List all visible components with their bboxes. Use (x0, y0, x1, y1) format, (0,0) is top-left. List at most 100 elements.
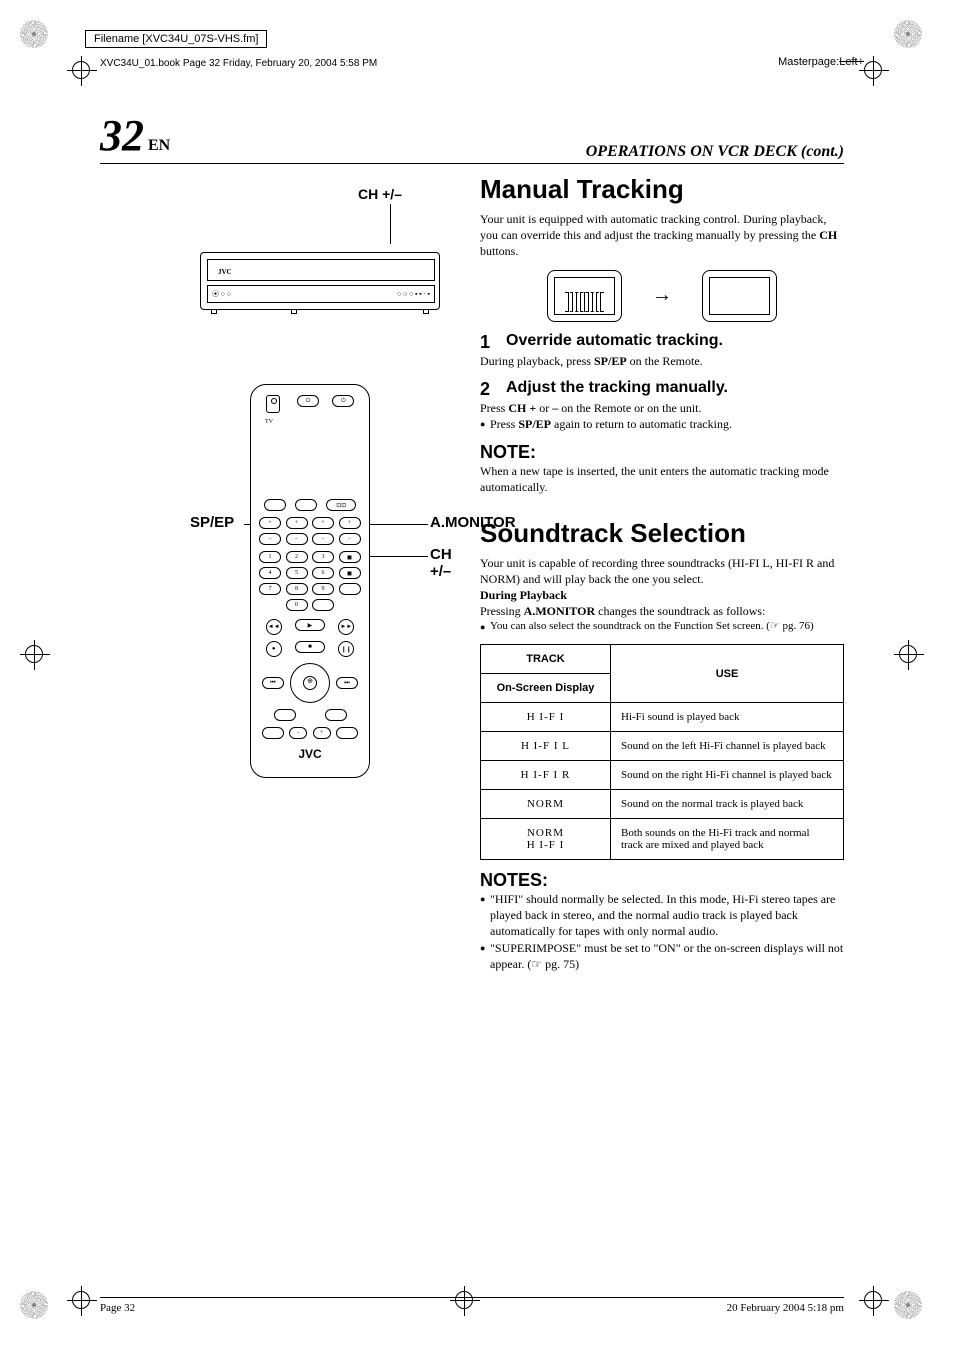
a-monitor-callout: A.MONITOR (430, 514, 516, 531)
manual-tracking-heading: Manual Tracking (480, 174, 844, 205)
play-icon: ▶ (295, 619, 325, 631)
callout-line-icon (368, 556, 428, 557)
minus-button: − (289, 727, 307, 739)
ch-callout: CH +/– (430, 546, 452, 580)
remote-button: − (312, 533, 334, 545)
note-item: "SUPERIMPOSE" must be set to "ON" or the… (480, 940, 844, 972)
remote-num-8: 8 (286, 583, 308, 595)
page-header: 32EN OPERATIONS ON VCR DECK (cont.) (100, 110, 844, 164)
use-cell: Hi-Fi sound is played back (611, 703, 844, 732)
remote-button (262, 727, 284, 739)
vcr-unit-icon: JVC ⦿ ○ ○○ ○ ○ ▪ ▪ · ▪ (200, 252, 440, 310)
remote-control-icon: ⏻ ⏻ TV ⊡⊡ + + + (250, 384, 370, 778)
plus-button: + (313, 727, 331, 739)
vcr-ch-label: CH +/– (358, 186, 402, 202)
remote-button: ⏻ (332, 395, 354, 407)
stop-icon: ■ (295, 641, 325, 653)
note-body: When a new tape is inserted, the unit en… (480, 463, 844, 495)
table-row: NORMSound on the normal track is played … (481, 790, 844, 819)
note-item: "HIFI" should normally be selected. In t… (480, 891, 844, 940)
remote-logo: JVC (259, 747, 361, 761)
use-cell: Sound on the normal track is played back (611, 790, 844, 819)
remote-button (339, 583, 361, 595)
soundtrack-heading: Soundtrack Selection (480, 518, 844, 549)
tv-clear-icon (702, 270, 777, 322)
forward-icon: ►► (338, 619, 354, 635)
step-2: 2 Adjust the tracking manually. (480, 379, 844, 400)
remote-num-5: 5 (286, 567, 308, 579)
crop-register-icon (859, 1286, 899, 1326)
table-row: H I-F IHi-Fi sound is played back (481, 703, 844, 732)
dpad-icon: ⊕ (290, 663, 330, 703)
remote-num-2: 2 (286, 551, 308, 563)
track-cell: H I-F I (481, 703, 611, 732)
during-playback-body: Pressing A.MONITOR changes the soundtrac… (480, 603, 844, 619)
next-icon: ⏭ (336, 677, 358, 689)
footer-page: Page 32 (100, 1302, 135, 1314)
tv-noisy-icon (547, 270, 622, 322)
remote-button: ◼ (339, 567, 361, 579)
remote-num-0: 0 (286, 599, 308, 611)
page-footer: Page 32 20 February 2004 5:18 pm (100, 1297, 844, 1314)
table-row: NORMH I-F IBoth sounds on the Hi-Fi trac… (481, 819, 844, 860)
page-number: 32EN (100, 110, 170, 161)
remote-button (274, 709, 296, 721)
filename-label: Filename [XVC34U_07S-VHS.fm] (85, 30, 267, 48)
table-row: H I-F I RSound on the right Hi-Fi channe… (481, 761, 844, 790)
section-title: OPERATIONS ON VCR DECK (cont.) (586, 143, 844, 161)
masterpage-label: Masterpage:Left+ (778, 56, 864, 68)
table-header-track: TRACK (481, 645, 611, 674)
remote-button: − (339, 533, 361, 545)
remote-button: + (339, 517, 361, 529)
remote-button: + (286, 517, 308, 529)
illustration-column: CH +/– JVC ⦿ ○ ○○ ○ ○ ▪ ▪ · ▪ SP/EP A.MO… (100, 174, 460, 972)
remote-button (325, 709, 347, 721)
arrow-right-icon: → (652, 284, 672, 307)
note-heading: NOTE: (480, 442, 844, 463)
tv-label: TV (265, 419, 361, 425)
remote-button: ⊡⊡ (326, 499, 356, 511)
track-cell: H I-F I L (481, 732, 611, 761)
step-2-body: Press CH + or – on the Remote or on the … (480, 400, 844, 416)
remote-button: ◼ (339, 551, 361, 563)
remote-num-3: 3 (312, 551, 334, 563)
callout-line-icon (368, 524, 428, 525)
table-row: H I-F I LSound on the left Hi-Fi channel… (481, 732, 844, 761)
rewind-icon: ◄◄ (266, 619, 282, 635)
switch-icon (266, 395, 280, 413)
table-header-osd: On-Screen Display (481, 674, 611, 703)
remote-button (264, 499, 286, 511)
step-1: 1 Override automatic tracking. (480, 332, 844, 353)
soundtrack-table: TRACK USE On-Screen Display H I-F IHi-Fi… (480, 644, 844, 860)
remote-button: + (312, 517, 334, 529)
callout-line-icon (390, 204, 391, 244)
footer-timestamp: 20 February 2004 5:18 pm (727, 1302, 844, 1314)
remote-button (336, 727, 358, 739)
sp-ep-callout: SP/EP (190, 514, 234, 531)
remote-button: ⏻ (297, 395, 319, 407)
crop-register-icon (859, 56, 899, 96)
manual-tracking-intro: Your unit is equipped with automatic tra… (480, 211, 844, 260)
remote-num-9: 9 (312, 583, 334, 595)
page: Filename [XVC34U_07S-VHS.fm] XVC34U_01.b… (0, 0, 954, 1351)
soundtrack-bullet: You can also select the soundtrack on th… (480, 619, 844, 634)
step-1-body: During playback, press SP/EP on the Remo… (480, 353, 844, 369)
pause-icon: ❙❙ (338, 641, 354, 657)
remote-num-7: 7 (259, 583, 281, 595)
crop-mark-icon (20, 1291, 60, 1331)
crop-mark-icon (894, 20, 934, 60)
track-cell: H I-F I R (481, 761, 611, 790)
remote-num-4: 4 (259, 567, 281, 579)
track-cell: NORMH I-F I (481, 819, 611, 860)
step-2-bullet: Press SP/EP again to return to automatic… (480, 416, 844, 432)
use-cell: Sound on the left Hi-Fi channel is playe… (611, 732, 844, 761)
remote-button: − (286, 533, 308, 545)
use-cell: Both sounds on the Hi-Fi track and norma… (611, 819, 844, 860)
remote-button (312, 599, 334, 611)
vcr-logo: JVC (218, 268, 232, 276)
crop-mark-icon (894, 1291, 934, 1331)
crop-register-icon (20, 640, 60, 680)
table-header-use: USE (611, 645, 844, 703)
crop-register-icon (894, 640, 934, 680)
crop-mark-icon (20, 20, 60, 60)
